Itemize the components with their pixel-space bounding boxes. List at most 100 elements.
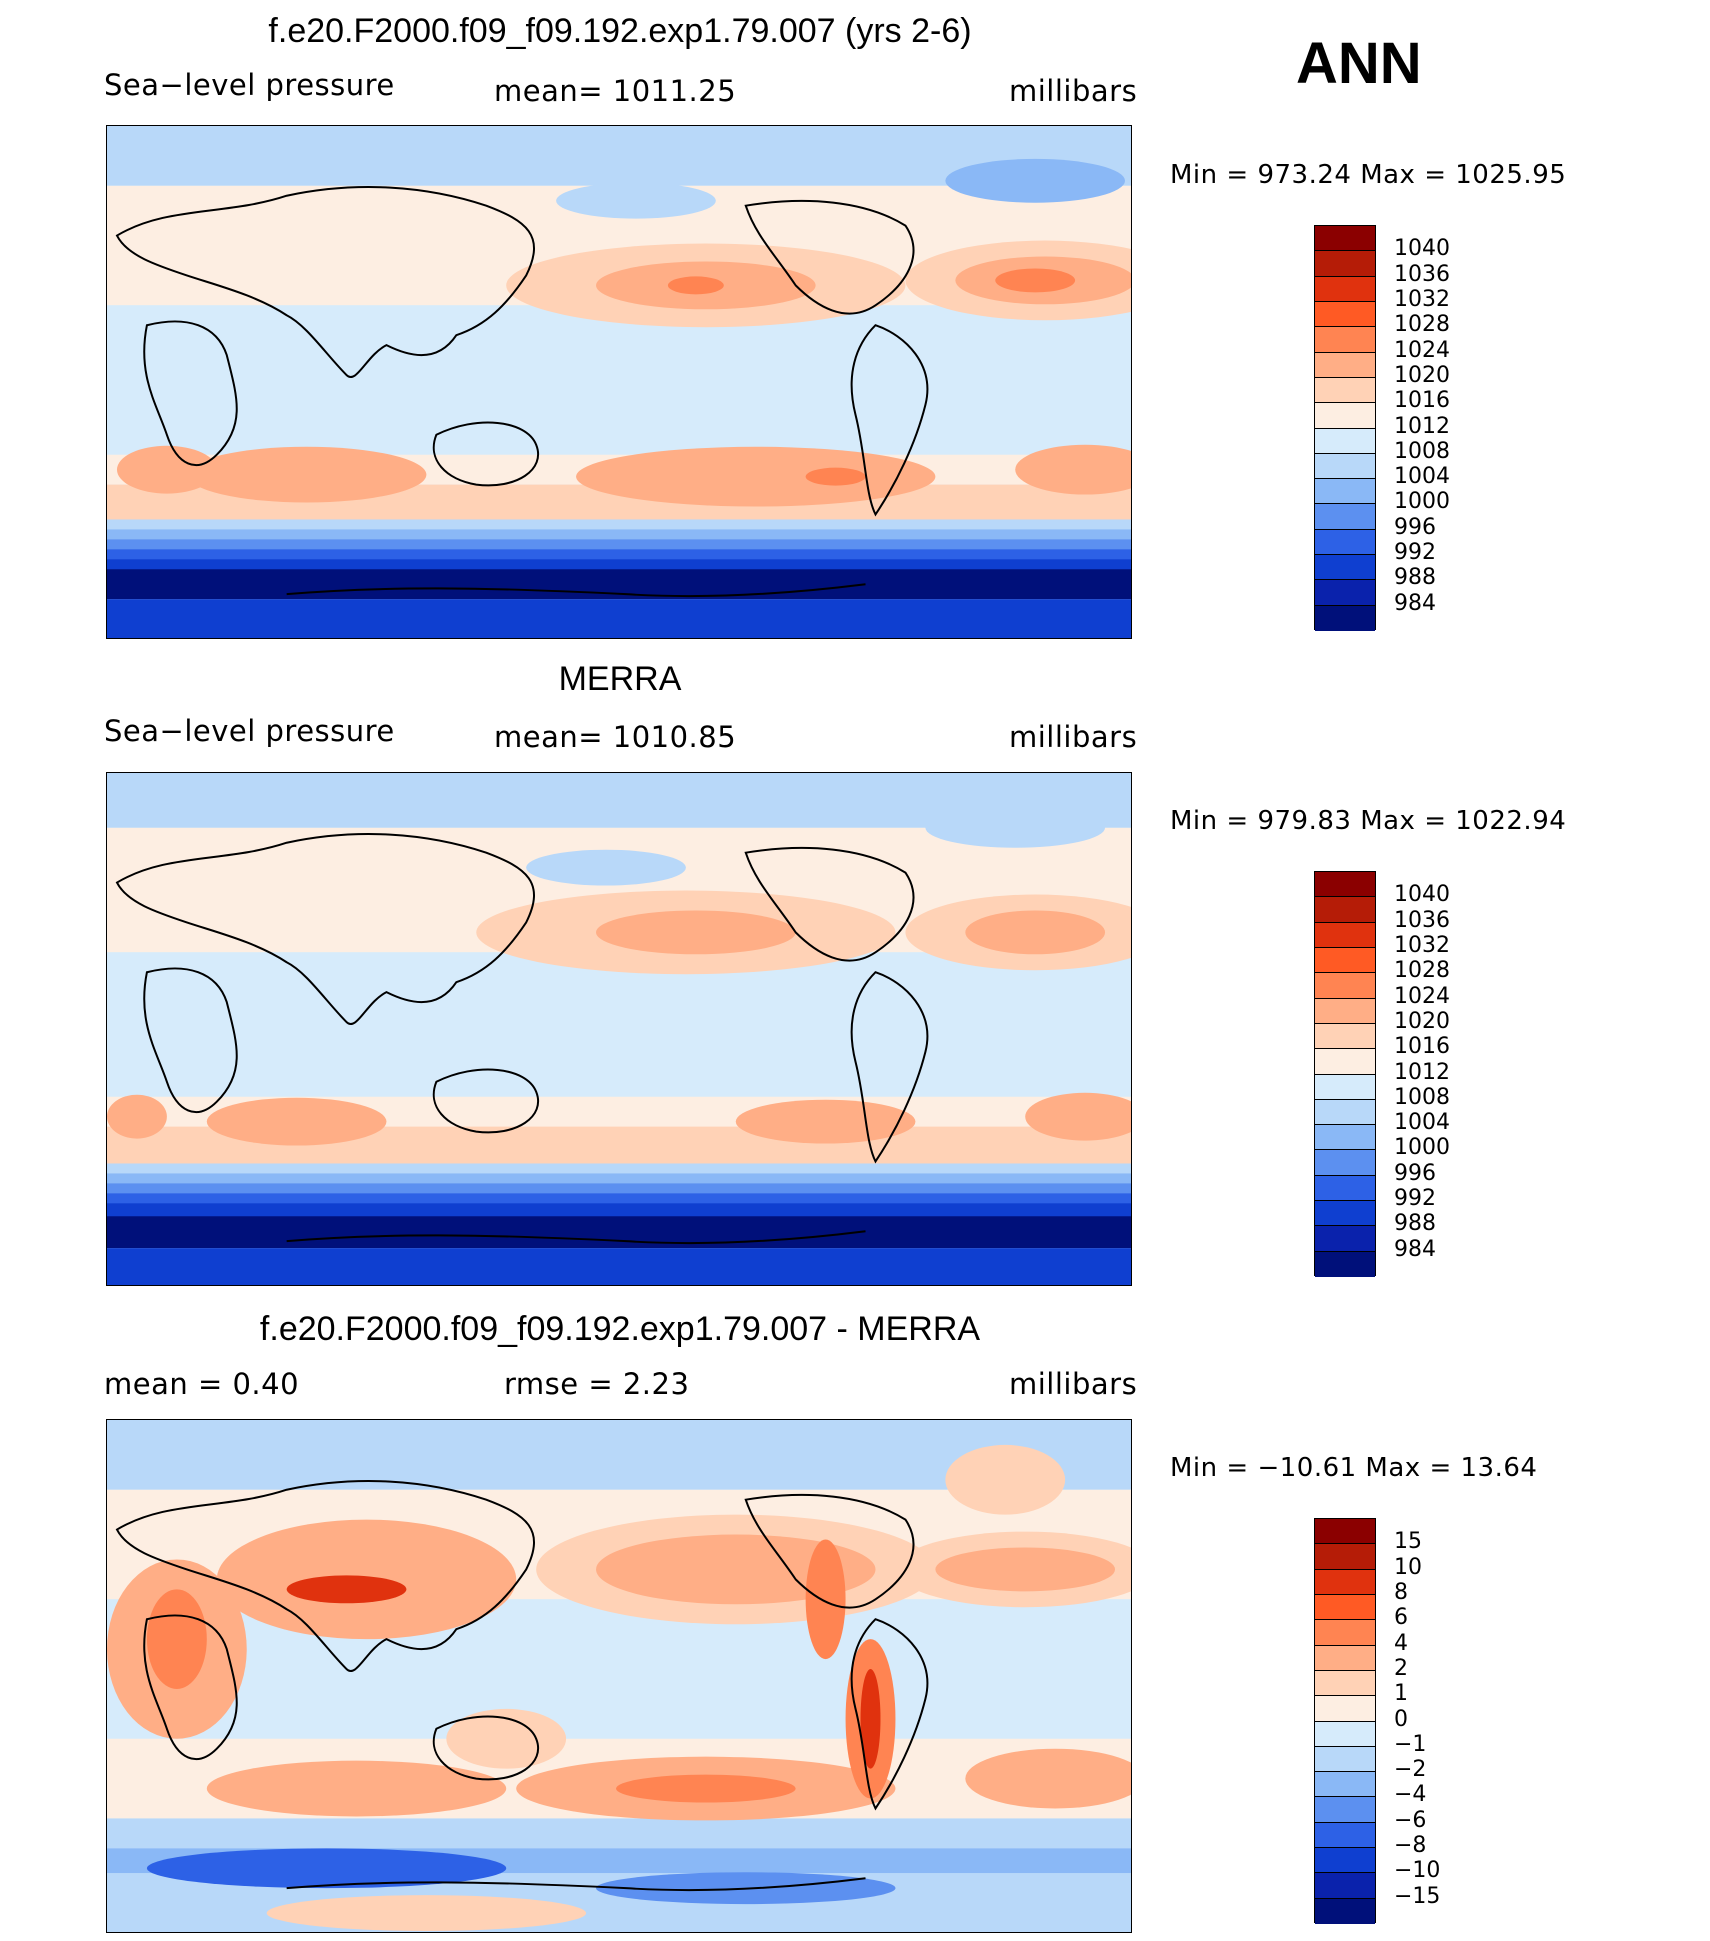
panel1-mean-label: mean= 1011.25 <box>494 74 737 108</box>
panel3-title: f.e20.F2000.f09_f09.192.exp1.79.007 - ME… <box>259 1310 981 1348</box>
colorbar-level-label: 1024 <box>1394 337 1450 363</box>
colorbar-level-label: 15 <box>1394 1529 1422 1555</box>
colorbar-level-label: 6 <box>1394 1605 1408 1631</box>
colorbar-level-label: 988 <box>1394 1211 1436 1237</box>
colorbar-swatch <box>1315 1201 1375 1227</box>
colorbar-swatch <box>1315 555 1375 581</box>
colorbar-swatch <box>1315 1519 1375 1545</box>
colorbar-swatch <box>1315 1544 1375 1570</box>
colorbar-level-label: 992 <box>1394 540 1436 566</box>
colorbar-swatch <box>1315 1670 1375 1697</box>
colorbar-level-label: 1 <box>1394 1681 1408 1707</box>
colorbar-swatch <box>1315 1594 1375 1621</box>
panel3-rmse-label: rmse = 2.23 <box>504 1367 690 1401</box>
colorbar-level-label: 1040 <box>1394 882 1450 908</box>
colorbar-level-label: −1 <box>1394 1731 1427 1757</box>
panel1-minmax: Min = 973.24 Max = 1025.95 <box>1170 160 1567 190</box>
colorbar-swatch <box>1315 1696 1375 1722</box>
panel2-mean-label: mean= 1010.85 <box>494 720 737 754</box>
colorbar-level-label: 1036 <box>1394 261 1450 287</box>
colorbar-level-label: −4 <box>1394 1782 1427 1808</box>
panel1-units-label: millibars <box>1009 74 1138 108</box>
colorbar-level-label: 8 <box>1394 1579 1408 1605</box>
colorbar-level-label: 1032 <box>1394 286 1450 312</box>
colorbar-level-label: 1016 <box>1394 388 1450 414</box>
panel1-colorbar <box>1314 225 1376 631</box>
colorbar-swatch <box>1315 897 1375 923</box>
colorbar-level-label: 1012 <box>1394 1059 1450 1085</box>
colorbar-level-label: 4 <box>1394 1630 1408 1656</box>
colorbar-level-label: 996 <box>1394 514 1436 540</box>
colorbar-level-label: −2 <box>1394 1757 1427 1783</box>
colorbar-level-label: 1000 <box>1394 489 1450 515</box>
colorbar-swatch <box>1315 1746 1375 1773</box>
colorbar-level-label: 992 <box>1394 1186 1436 1212</box>
colorbar-swatch <box>1315 1049 1375 1075</box>
colorbar-level-label: 1004 <box>1394 1110 1450 1136</box>
panel2-units-label: millibars <box>1009 720 1138 754</box>
colorbar-swatch <box>1315 605 1375 631</box>
colorbar-level-label: 984 <box>1394 590 1436 616</box>
colorbar-swatch <box>1315 1822 1375 1849</box>
colorbar-level-label: 1040 <box>1394 236 1450 262</box>
colorbar-level-label: 1028 <box>1394 958 1450 984</box>
colorbar-level-label: −6 <box>1394 1807 1427 1833</box>
colorbar-swatch <box>1315 998 1375 1024</box>
colorbar-swatch <box>1315 1848 1375 1874</box>
panel2-title: MERRA <box>558 660 682 698</box>
colorbar-swatch <box>1315 377 1375 404</box>
panel3-colorbar <box>1314 1518 1376 1924</box>
colorbar-level-label: −15 <box>1394 1883 1441 1909</box>
colorbar-swatch <box>1315 1125 1375 1151</box>
colorbar-swatch <box>1315 403 1375 429</box>
panel1-title: f.e20.F2000.f09_f09.192.exp1.79.007 (yrs… <box>268 12 972 50</box>
panel2-colorbar <box>1314 871 1376 1277</box>
colorbar-swatch <box>1315 327 1375 353</box>
colorbar-level-label: 1004 <box>1394 464 1450 490</box>
colorbar-level-label: 1020 <box>1394 1008 1450 1034</box>
colorbar-swatch <box>1315 1772 1375 1798</box>
colorbar-level-label: 1008 <box>1394 1084 1450 1110</box>
colorbar-swatch <box>1315 1898 1375 1924</box>
colorbar-level-label: 1020 <box>1394 362 1450 388</box>
panel3-map <box>106 1419 1132 1933</box>
colorbar-swatch <box>1315 1620 1375 1646</box>
colorbar-swatch <box>1315 276 1375 302</box>
colorbar-level-label: 984 <box>1394 1236 1436 1262</box>
colorbar-swatch <box>1315 453 1375 480</box>
colorbar-swatch <box>1315 1023 1375 1050</box>
colorbar-swatch <box>1315 580 1375 606</box>
colorbar-swatch <box>1315 1645 1375 1671</box>
colorbar-swatch <box>1315 922 1375 948</box>
colorbar-swatch <box>1315 529 1375 556</box>
colorbar-swatch <box>1315 1251 1375 1277</box>
panel2-variable-label: Sea−level pressure <box>104 714 395 748</box>
panel3-minmax: Min = −10.61 Max = 13.64 <box>1170 1453 1538 1483</box>
colorbar-swatch <box>1315 1099 1375 1126</box>
colorbar-level-label: 1032 <box>1394 932 1450 958</box>
colorbar-swatch <box>1315 1569 1375 1595</box>
colorbar-level-label: 1036 <box>1394 907 1450 933</box>
colorbar-level-label: 988 <box>1394 565 1436 591</box>
colorbar-swatch <box>1315 973 1375 999</box>
panel1-variable-label: Sea−level pressure <box>104 68 395 102</box>
season-label: ANN <box>1296 31 1422 96</box>
colorbar-level-label: 1024 <box>1394 983 1450 1009</box>
colorbar-swatch <box>1315 1721 1375 1747</box>
colorbar-swatch <box>1315 947 1375 974</box>
colorbar-swatch <box>1315 428 1375 454</box>
colorbar-level-label: 1016 <box>1394 1034 1450 1060</box>
colorbar-level-label: 2 <box>1394 1655 1408 1681</box>
colorbar-swatch <box>1315 1797 1375 1823</box>
colorbar-level-label: 1000 <box>1394 1135 1450 1161</box>
colorbar-swatch <box>1315 251 1375 277</box>
colorbar-swatch <box>1315 1074 1375 1100</box>
colorbar-swatch <box>1315 1226 1375 1252</box>
colorbar-level-label: 996 <box>1394 1160 1436 1186</box>
panel1-map <box>106 125 1132 639</box>
colorbar-swatch <box>1315 301 1375 328</box>
colorbar-swatch <box>1315 504 1375 530</box>
panel2-minmax: Min = 979.83 Max = 1022.94 <box>1170 806 1567 836</box>
colorbar-level-label: 1012 <box>1394 413 1450 439</box>
colorbar-swatch <box>1315 352 1375 378</box>
